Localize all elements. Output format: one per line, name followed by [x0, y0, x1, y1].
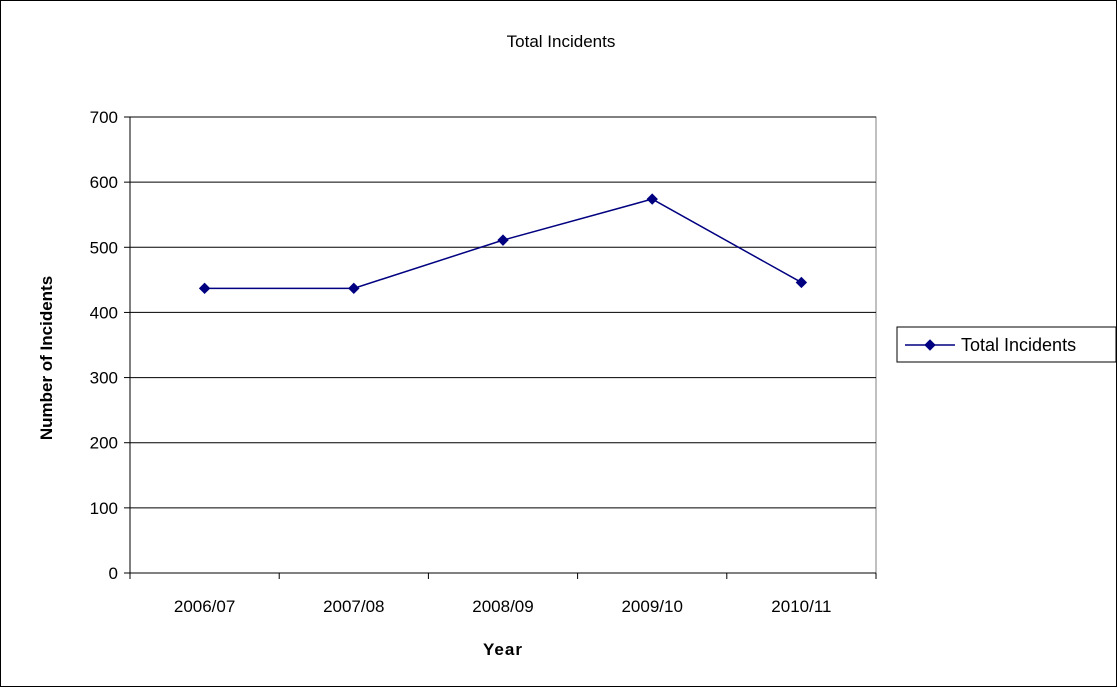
y-tick-label: 200: [90, 434, 118, 453]
series-group: [198, 193, 808, 295]
y-axis-title: Number of Incidents: [37, 276, 56, 440]
x-tick-label: 2010/11: [771, 597, 831, 616]
data-point: [497, 234, 509, 246]
y-tick-label: 700: [90, 108, 118, 127]
x-tick-label: 2009/10: [621, 597, 682, 616]
y-tick-label: 500: [90, 238, 118, 257]
data-point: [646, 193, 658, 205]
y-axis: 0 100 200 300 400 500 600 700: [90, 108, 131, 583]
data-point: [795, 276, 808, 289]
data-point: [348, 282, 360, 295]
plot-area: [129, 116, 877, 574]
x-tick-label: 2008/09: [472, 597, 533, 616]
gridlines: [130, 116, 876, 509]
y-tick-label: 100: [90, 499, 118, 518]
legend-marker: [924, 339, 936, 351]
y-tick-label: 600: [90, 173, 118, 192]
y-tick-label: 400: [90, 303, 118, 322]
x-tick-label: 2006/07: [174, 597, 235, 616]
legend-label: Total Incidents: [961, 335, 1076, 355]
x-axis-title: Year: [483, 640, 523, 659]
data-point: [198, 282, 211, 295]
y-tick-label: 0: [109, 564, 118, 583]
x-axis: 2006/07 2007/08 2008/09 2009/10 2010/11: [129, 572, 877, 616]
chart-title: Total Incidents: [507, 32, 616, 51]
legend: Total Incidents: [896, 326, 1117, 363]
y-tick-label: 300: [90, 369, 118, 388]
x-tick-label: 2007/08: [323, 597, 384, 616]
